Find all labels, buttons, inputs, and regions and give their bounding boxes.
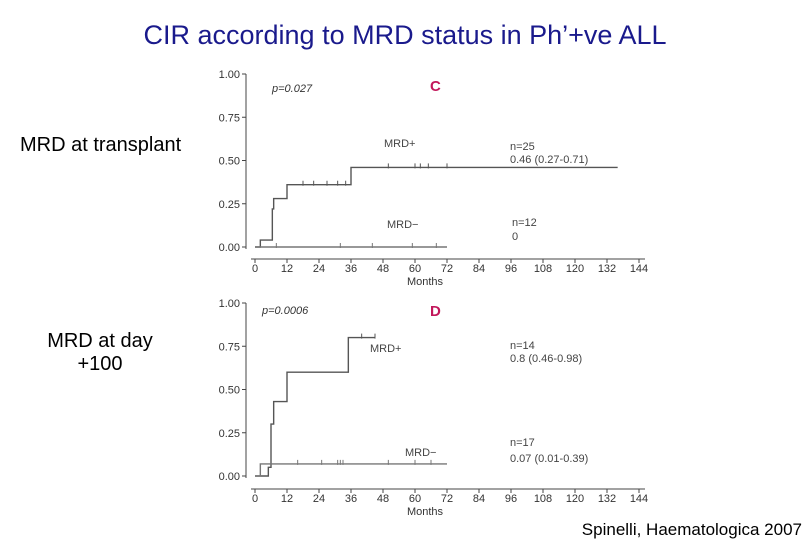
panel-d-x-tick-label: 108 [534, 493, 552, 505]
panel-c-x-tick-label: 0 [252, 263, 258, 275]
panel-c-side-label: MRD at transplant [20, 134, 182, 156]
panel-c-mrd-pos-label: MRD+ [384, 138, 415, 150]
panel-d-mrd-pos-label: MRD+ [370, 343, 401, 355]
panel-c-x-tick-label: 72 [441, 263, 453, 275]
panel-d-x-tick-label: 96 [505, 493, 517, 505]
panel-d-x-tick-label: 84 [473, 493, 485, 505]
panel-c-x-tick-label: 84 [473, 263, 485, 275]
panel-d-side-label: MRD at day +100 [20, 330, 180, 376]
panel-c-x-tick-label: 144 [630, 263, 648, 275]
panel-c-y-tick-label: 1.00 [219, 69, 240, 81]
panel-d-mrd-neg-label: MRD− [405, 447, 436, 459]
panel-c-x-tick-label: 36 [345, 263, 357, 275]
panel-d-y-tick-label: 0.00 [219, 471, 240, 483]
panel-d-x-tick-label: 24 [313, 493, 325, 505]
panel-d-x-tick-label: 144 [630, 493, 648, 505]
slide-title: CIR according to MRD status in Ph’+ve AL… [143, 20, 667, 50]
panel-c-x-tick-label: 60 [409, 263, 421, 275]
panel-c-x-tick-label: 48 [377, 263, 389, 275]
panel-c-mrd-pos-curve [255, 166, 618, 248]
panel-c-x-axis-label: Months [407, 276, 444, 288]
panel-d-mrd-neg-curve [255, 463, 447, 477]
panel-d-mrd-pos-curve [255, 336, 375, 477]
panel-d-x-tick-label: 120 [566, 493, 584, 505]
panel-d-mrd-neg-n: n=17 [510, 437, 535, 449]
panel-c-y-tick-label: 0.75 [219, 112, 240, 124]
panel-c-y-tick-label: 0.25 [219, 199, 240, 211]
panel-c-mrd-neg-estimate: 0 [512, 231, 518, 243]
panel-c-mrd-pos-estimate: 0.46 (0.27-0.71) [510, 154, 588, 166]
panel-c-letter: C [430, 78, 441, 95]
panel-d-x-tick-label: 72 [441, 493, 453, 505]
panel-c-x-tick-label: 96 [505, 263, 517, 275]
panel-d-y-tick-label: 0.50 [219, 385, 240, 397]
panel-d-mrd-pos-estimate: 0.8 (0.46-0.98) [510, 353, 582, 365]
panel-d-x-axis-label: Months [407, 506, 444, 518]
panel-d-y-tick-label: 0.75 [219, 341, 240, 353]
panel-d-x-tick-label: 48 [377, 493, 389, 505]
panel-d-x-tick-label: 132 [598, 493, 616, 505]
panel-c-mrd-neg-n: n=12 [512, 217, 537, 229]
panel-d-letter: D [430, 303, 441, 320]
citation: Spinelli, Haematologica 2007 [581, 520, 802, 539]
panel-d-side-label-line2: +100 [77, 353, 123, 375]
panel-c-y-tick-label: 0.50 [219, 156, 240, 168]
panel-c-mrd-pos-n: n=25 [510, 141, 535, 153]
panel-c-x-tick-label: 12 [281, 263, 293, 275]
panel-d-mrd-pos-n: n=14 [510, 340, 535, 352]
panel-c-p-value: p=0.027 [271, 83, 313, 95]
panel-d-mrd-neg-estimate: 0.07 (0.01-0.39) [510, 453, 588, 465]
panel-d-x-tick-label: 12 [281, 493, 293, 505]
panel-c-x-tick-label: 24 [313, 263, 325, 275]
panel-d-x-tick-label: 60 [409, 493, 421, 505]
panel-d-y-tick-label: 0.25 [219, 428, 240, 440]
panel-c-x-tick-label: 132 [598, 263, 616, 275]
panel-d-x-tick-label: 36 [345, 493, 357, 505]
panel-d-y-tick-label: 1.00 [219, 298, 240, 310]
panel-c-x-tick-label: 108 [534, 263, 552, 275]
panel-c-y-tick-label: 0.00 [219, 242, 240, 254]
panel-d-side-label-line1: MRD at day [47, 330, 153, 352]
panel-d-x-tick-label: 0 [252, 493, 258, 505]
panel-c-x-tick-label: 120 [566, 263, 584, 275]
panel-c-mrd-neg-label: MRD− [387, 219, 418, 231]
panel-d-p-value: p=0.0006 [261, 305, 309, 317]
